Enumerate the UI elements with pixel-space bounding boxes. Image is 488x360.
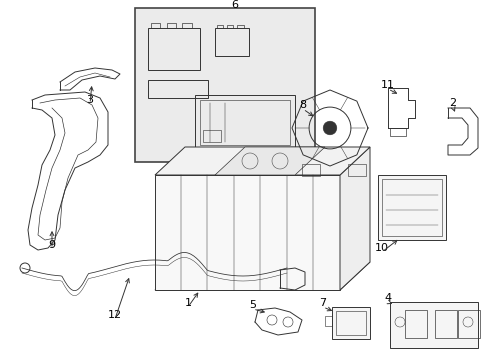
Polygon shape bbox=[155, 147, 369, 175]
Text: 1: 1 bbox=[184, 298, 191, 308]
Bar bbox=[347, 164, 365, 176]
Text: 10: 10 bbox=[374, 243, 388, 253]
Bar bbox=[166, 23, 176, 28]
Text: 9: 9 bbox=[48, 240, 56, 250]
Text: 4: 4 bbox=[384, 293, 391, 303]
Bar bbox=[381, 179, 441, 236]
Text: 6: 6 bbox=[231, 0, 238, 10]
Polygon shape bbox=[215, 147, 325, 175]
Text: 11: 11 bbox=[380, 80, 394, 90]
Text: 2: 2 bbox=[448, 98, 456, 108]
Text: 5: 5 bbox=[249, 300, 256, 310]
Bar bbox=[148, 80, 207, 98]
Bar bbox=[215, 28, 248, 56]
Bar bbox=[203, 130, 221, 142]
Bar bbox=[389, 128, 405, 136]
Bar bbox=[135, 8, 314, 162]
Bar bbox=[377, 175, 445, 240]
Bar bbox=[200, 100, 289, 145]
Bar bbox=[389, 302, 477, 348]
Bar bbox=[217, 24, 223, 28]
Bar bbox=[335, 311, 365, 335]
Polygon shape bbox=[339, 147, 369, 290]
Bar bbox=[325, 316, 331, 326]
Text: 3: 3 bbox=[86, 95, 93, 105]
Bar bbox=[302, 164, 319, 176]
Bar bbox=[457, 310, 479, 338]
Text: 8: 8 bbox=[299, 100, 306, 110]
Polygon shape bbox=[155, 262, 369, 290]
Bar bbox=[331, 307, 369, 339]
Bar bbox=[151, 23, 160, 28]
Bar bbox=[195, 95, 294, 150]
Text: 12: 12 bbox=[108, 310, 122, 320]
Bar bbox=[148, 28, 200, 70]
Bar bbox=[237, 24, 243, 28]
Circle shape bbox=[323, 121, 336, 135]
Bar bbox=[227, 24, 233, 28]
Bar bbox=[434, 310, 456, 338]
Bar bbox=[404, 310, 426, 338]
Polygon shape bbox=[155, 175, 339, 290]
Bar bbox=[182, 23, 191, 28]
Text: 7: 7 bbox=[319, 298, 326, 308]
